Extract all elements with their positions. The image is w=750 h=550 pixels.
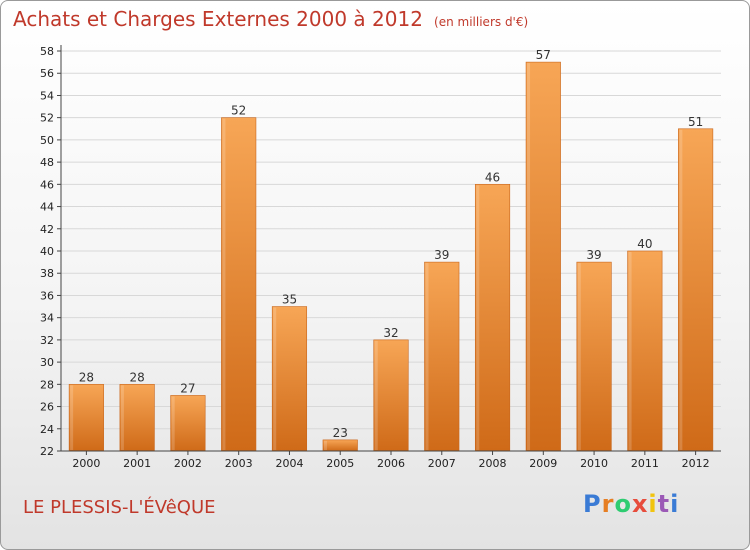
x-tick-label: 2011 [631,457,659,470]
y-tick-label: 58 [40,45,54,58]
bar-highlight [628,252,632,450]
bar-2004 [271,306,308,452]
y-tick-label: 52 [40,112,54,125]
y-tick-label: 34 [40,312,54,325]
x-tick-label: 2007 [428,457,456,470]
logo-letter: x [631,490,649,518]
bar-2000 [68,384,104,452]
bar-2011 [627,250,663,452]
bar-highlight [577,263,581,450]
y-tick-label: 42 [40,223,54,236]
bar-highlight [120,385,124,450]
x-tick-label: 2006 [377,457,405,470]
x-tick-label: 2001 [123,457,151,470]
bars: 28 28 27 52 35 23 32 39 46 57 39 40 51 [68,48,714,452]
y-tick-label: 22 [40,445,54,458]
chart-title: Achats et Charges Externes 2000 à 2012 (… [13,7,528,31]
bar-highlight [425,263,429,450]
logo-letter: P [583,490,602,518]
bar-2008 [474,184,511,452]
y-tick-label: 44 [40,201,54,214]
bar-2006 [373,339,409,452]
x-tick-label: 2012 [682,457,710,470]
data-label: 32 [383,326,398,340]
bar-2001 [119,384,155,452]
bar-highlight [70,385,74,450]
logo-letter: i [670,490,680,518]
y-tick-label: 50 [40,134,54,147]
bar-highlight [222,118,226,451]
logo-letter: o [614,490,632,518]
bar-2003 [221,117,257,452]
chart-subtitle: (en milliers d'€) [434,15,529,29]
y-tick-label: 32 [40,334,54,347]
x-tick-label: 2008 [479,457,507,470]
bar-2009 [525,61,561,452]
y-tick-label: 30 [40,356,54,369]
logo-letter: i [648,490,658,518]
y-tick-label: 46 [40,178,54,191]
data-label: 57 [536,48,551,62]
y-tick-label: 24 [40,423,54,436]
bar-highlight [323,440,327,450]
x-tick-label: 2000 [72,457,100,470]
chart-title-main: Achats et Charges Externes 2000 à 2012 [13,7,423,31]
data-label: 40 [637,237,652,251]
data-label: 46 [485,170,500,184]
bar-highlight [527,63,531,450]
data-label: 27 [180,381,195,395]
x-tick-label: 2003 [225,457,253,470]
x-tick-label: 2009 [529,457,557,470]
bar-highlight [171,396,175,450]
bar-2005 [322,439,358,452]
data-label: 35 [282,293,297,307]
data-label: 52 [231,104,246,118]
proxiti-logo: Proxiti [583,490,679,518]
commune-name: LE PLESSIS-L'ÉVêQUE [23,497,216,518]
data-label: 51 [688,115,703,129]
bar-highlight [374,340,378,450]
bar-2002 [170,395,206,452]
x-tick-label: 2004 [275,457,303,470]
data-label: 23 [333,426,348,440]
y-tick-label: 28 [40,378,54,391]
data-label: 39 [434,248,449,262]
y-tick-label: 36 [40,289,54,302]
y-tick-label: 56 [40,67,54,80]
logo-letter: r [601,490,615,518]
y-tick-label: 26 [40,401,54,414]
data-label: 39 [586,248,601,262]
bar-highlight [476,185,480,451]
bar-2012 [678,128,714,452]
x-tick-label: 2010 [580,457,608,470]
bar-highlight [679,129,683,450]
y-tick-label: 40 [40,245,54,258]
data-label: 28 [130,370,145,384]
data-label: 28 [79,370,94,384]
x-tick-label: 2005 [326,457,354,470]
bar-2010 [576,261,612,452]
y-tick-label: 38 [40,267,54,280]
bar-highlight [273,307,277,450]
y-tick-label: 54 [40,89,54,102]
y-tick-label: 48 [40,156,54,169]
x-tick-label: 2002 [174,457,202,470]
bar-2007 [424,261,460,452]
axes: 22 24 26 28 30 32 34 36 38 40 42 44 46 48 50 52 54 56 58 20… [40,45,721,470]
logo-letter: t [657,490,671,518]
